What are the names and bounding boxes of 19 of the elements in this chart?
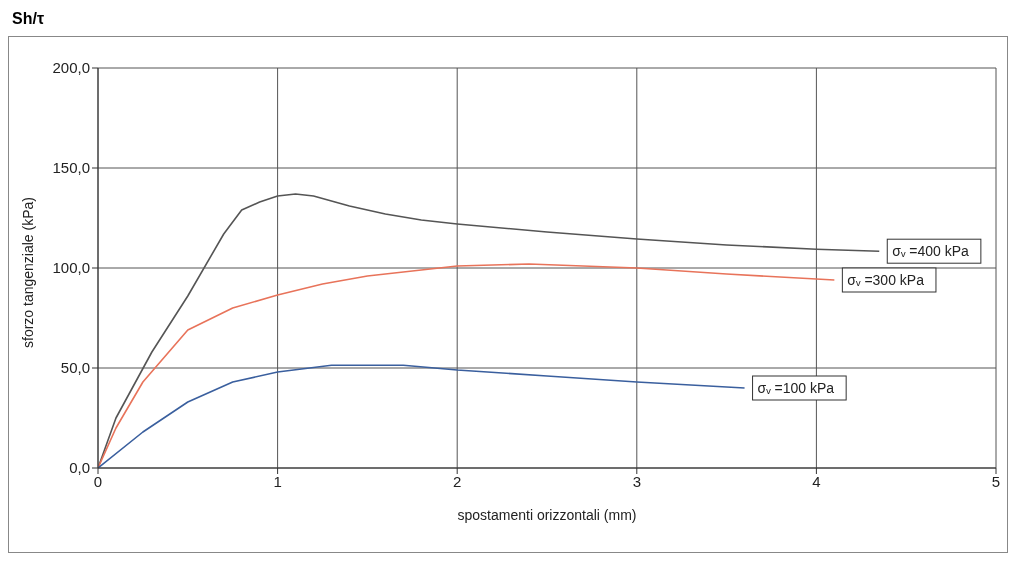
y-tick-label: 200,0	[52, 59, 90, 77]
series-label: σᵥ =400 kPa	[892, 243, 970, 260]
y-tick-label: 50,0	[60, 359, 90, 377]
y-tick-label: 100,0	[52, 259, 90, 277]
line-series	[98, 263, 836, 468]
y-tick-label: 0,0	[69, 459, 90, 477]
line-series	[98, 364, 746, 468]
y-axis-title: sforzo tangenziale (kPa)	[19, 197, 36, 348]
x-tick-label: 0	[93, 472, 103, 490]
x-tick-label: 3	[632, 472, 641, 490]
x-tick-label: 5	[991, 472, 1001, 490]
chart-title: Sh/τ	[12, 10, 45, 28]
x-tick-label: 2	[453, 472, 462, 490]
x-tick-label: 1	[273, 472, 282, 490]
series-label: σᵥ =100 kPa	[757, 380, 835, 396]
series-label: σᵥ =300 kPa	[847, 272, 925, 288]
x-axis-title: spostamenti orizzontali (mm)	[457, 507, 637, 523]
x-tick-label: 4	[812, 472, 821, 490]
y-tick-label: 150,0	[52, 159, 90, 177]
